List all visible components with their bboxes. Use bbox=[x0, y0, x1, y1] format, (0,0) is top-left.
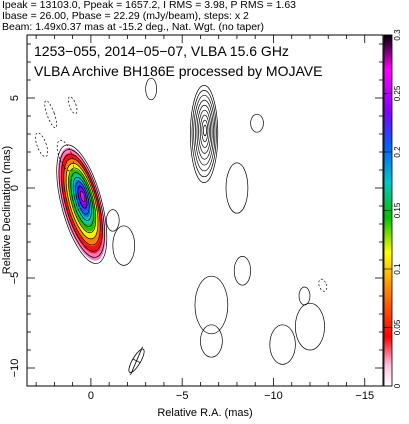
colorbar-tick-label: 0.05 bbox=[393, 319, 402, 335]
faint-contour bbox=[145, 77, 157, 101]
faint-contour bbox=[112, 225, 136, 266]
jet-contour bbox=[203, 124, 207, 137]
core-contour bbox=[75, 181, 90, 215]
colorbar-tick-label: 0.25 bbox=[393, 85, 402, 101]
faint-contour bbox=[233, 256, 251, 286]
axis-ticks: 0 −5 −10 −15 5 0 −5 −10 bbox=[9, 35, 384, 402]
x-tick-label: −10 bbox=[264, 390, 283, 402]
colorbar-ticks: 0 0.05 0.1 0.15 0.2 0.25 0.3 bbox=[384, 29, 402, 388]
jet-contour bbox=[196, 104, 213, 160]
jet-contour bbox=[194, 99, 214, 166]
x-axis-label: Relative R.A. (mas) bbox=[157, 407, 252, 419]
header-line-3: Beam: 1.49x0.37 mas at -15.2 deg., Nat. … bbox=[2, 21, 265, 33]
y-tick-label: 0 bbox=[9, 185, 21, 191]
negative-contour bbox=[44, 100, 58, 129]
faint-contour bbox=[250, 113, 264, 133]
x-tick-label: −5 bbox=[176, 390, 189, 402]
core-contour bbox=[61, 153, 103, 252]
y-tick-label: −10 bbox=[9, 359, 21, 378]
x-tick-label: −15 bbox=[355, 390, 374, 402]
faint-contour bbox=[200, 324, 223, 358]
negative-contour bbox=[35, 132, 49, 158]
jet-contour bbox=[199, 114, 210, 148]
negative-contour bbox=[67, 96, 78, 115]
faint-contour bbox=[106, 209, 120, 232]
jet-contour bbox=[191, 90, 217, 178]
faint-contour bbox=[298, 286, 311, 306]
core-contour bbox=[56, 144, 108, 264]
y-tick-label: −5 bbox=[9, 272, 21, 285]
header-line-2: Ibase = 26.00, Pbase = 22.29 (mJy/beam),… bbox=[2, 10, 249, 22]
jet-contour bbox=[190, 85, 219, 183]
core-contour bbox=[63, 158, 101, 246]
colorbar-tick-label: 0 bbox=[393, 383, 402, 388]
faint-contour bbox=[295, 302, 325, 351]
colorbar-tick-label: 0.3 bbox=[393, 29, 402, 41]
core-fill-level bbox=[79, 190, 86, 203]
y-axis-label: Relative Declination (mas) bbox=[1, 146, 13, 274]
beam-minor-axis bbox=[132, 358, 141, 364]
negative-contour bbox=[56, 139, 74, 172]
jet-contour bbox=[201, 119, 209, 143]
colorbar-tick-label: 0.1 bbox=[393, 263, 402, 275]
core-contour bbox=[65, 162, 99, 240]
colorbar-tick-label: 0.2 bbox=[393, 146, 402, 158]
colorbar-tick-label: 0.15 bbox=[393, 202, 402, 218]
y-tick-label: 5 bbox=[9, 95, 21, 101]
faint-contour bbox=[194, 275, 229, 335]
jet-contour bbox=[198, 109, 212, 154]
x-tick-label: 0 bbox=[88, 390, 94, 402]
negative-contour bbox=[318, 278, 328, 292]
core-contour bbox=[77, 186, 88, 209]
faint-contour bbox=[225, 162, 249, 214]
faint-contour bbox=[269, 324, 296, 365]
core-contour bbox=[58, 149, 105, 258]
core-contour bbox=[72, 176, 92, 221]
chart-subtitle: VLBA Archive BH186E processed by MOJAVE bbox=[34, 63, 322, 79]
jet-contour bbox=[193, 94, 216, 172]
header-line-1: Ipeak = 13103.0, Ppeak = 1657.2, I RMS =… bbox=[2, 0, 296, 11]
core-contour bbox=[79, 190, 86, 203]
chart-title: 1253−055, 2014−05−07, VLBA 15.6 GHz bbox=[34, 43, 289, 59]
core-contour bbox=[68, 167, 97, 234]
plot-frame bbox=[26, 34, 384, 387]
core-contour bbox=[70, 172, 94, 227]
map-layer bbox=[35, 77, 328, 375]
